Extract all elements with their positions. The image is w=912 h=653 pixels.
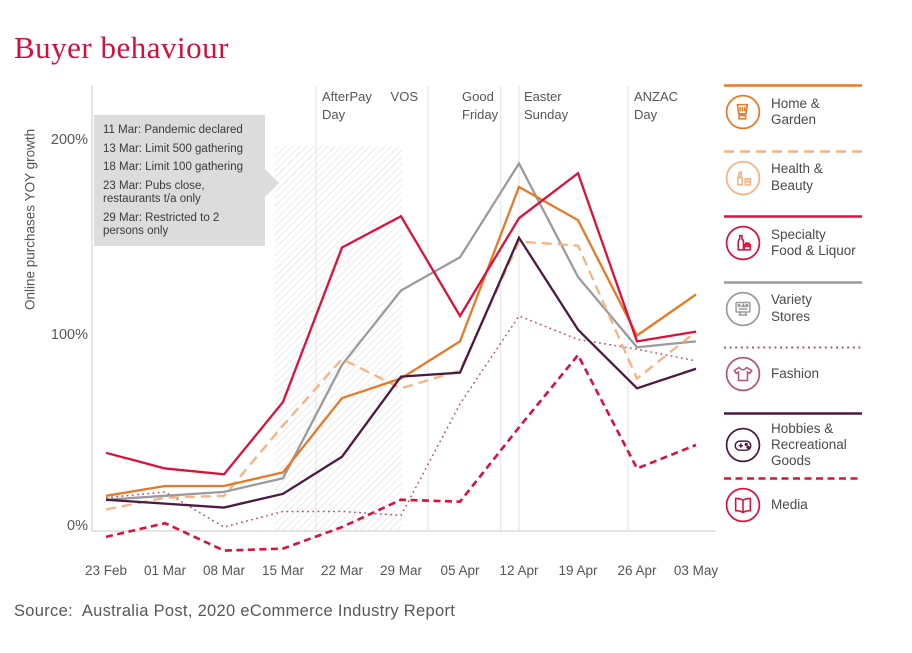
- bottle-jar-icon: [725, 225, 761, 261]
- event-label-easter-sunday: Easter Sunday: [524, 89, 569, 122]
- callout-item: 11 Mar: Pandemic declared: [103, 124, 243, 136]
- legend-label: Specialty Food & Liquor: [771, 226, 856, 258]
- event-label-anzac-day: ANZAC Day: [634, 89, 679, 122]
- legend-label: Home & Garden: [771, 95, 820, 127]
- event-label-good-friday: Good Friday: [462, 89, 499, 122]
- pandemic-timeline-callout: 11 Mar: Pandemic declared 13 Mar: Limit …: [94, 115, 265, 246]
- legend-line-sample: [724, 215, 862, 218]
- legend: Home & Garden Health & Beauty: [724, 83, 862, 542]
- legend-line-sample: [724, 477, 862, 480]
- legend-item-media: Media: [724, 476, 862, 542]
- x-axis-label: 29 Mar: [379, 563, 423, 578]
- legend-item-specialty-food-liquor: Specialty Food & Liquor: [724, 214, 862, 280]
- legend-line-sample: [724, 84, 862, 87]
- x-axis-label: 05 Apr: [440, 563, 480, 578]
- legend-line-sample: [724, 411, 862, 415]
- storefront-display-icon: [725, 291, 761, 326]
- x-axis-label: 23 Feb: [84, 563, 128, 578]
- page-title: Buyer behaviour: [14, 30, 229, 65]
- x-axis-label: 03 May: [673, 563, 719, 578]
- legend-item-home-garden: Home & Garden: [724, 83, 862, 149]
- event-label-afterpay-day: AfterPay Day: [322, 89, 372, 122]
- blender-icon: [725, 94, 761, 130]
- game-controller-icon: [725, 427, 761, 463]
- legend-label: Health & Beauty: [771, 161, 823, 193]
- legend-item-hobbies-recreational-goods: Hobbies & Recreational Goods: [724, 411, 862, 477]
- event-label-vos: VOS: [390, 89, 418, 104]
- legend-label: Media: [771, 496, 808, 512]
- x-axis-label: 22 Mar: [320, 563, 364, 578]
- legend-line-sample: [724, 149, 862, 153]
- x-axis-label: 08 Mar: [202, 563, 246, 578]
- legend-item-variety-stores: Variety Stores: [724, 280, 862, 346]
- source-caption: Source: Australia Post, 2020 eCommerce I…: [14, 602, 456, 620]
- callout-item: 23 Mar: Pubs close, restaurants t/a only: [103, 179, 205, 206]
- x-axis-label: 01 Mar: [143, 563, 187, 578]
- callout-item: 18 Mar: Limit 100 gathering: [103, 161, 243, 174]
- y-tick-200: 200%: [50, 132, 88, 148]
- legend-line-sample: [724, 346, 862, 349]
- legend-label: Fashion: [771, 365, 820, 381]
- y-tick-100: 100%: [50, 327, 88, 343]
- y-tick-0: 0%: [67, 518, 88, 534]
- legend-line-sample: [724, 280, 862, 284]
- callout-item: 13 Mar: Limit 500 gathering: [103, 142, 243, 155]
- cosmetics-icon: [725, 160, 761, 195]
- callout-arrow: [265, 169, 279, 197]
- legend-label: Hobbies & Recreational Goods: [771, 420, 847, 468]
- legend-label: Variety Stores: [771, 292, 813, 324]
- x-axis-label: 26 Apr: [617, 563, 657, 578]
- x-axis-label: 12 Apr: [499, 563, 539, 578]
- legend-item-fashion: Fashion: [724, 345, 862, 411]
- open-book-icon: [725, 487, 761, 523]
- legend-item-health-beauty: Health & Beauty: [724, 149, 862, 215]
- x-axis-label: 19 Apr: [558, 563, 598, 578]
- x-axis-label: 15 Mar: [261, 563, 305, 578]
- callout-item: 29 Mar: Restricted to 2 persons only: [103, 211, 220, 238]
- tshirt-icon: [725, 356, 761, 392]
